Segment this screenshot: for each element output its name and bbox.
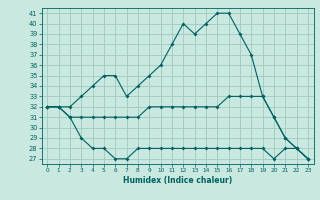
X-axis label: Humidex (Indice chaleur): Humidex (Indice chaleur) — [123, 176, 232, 185]
